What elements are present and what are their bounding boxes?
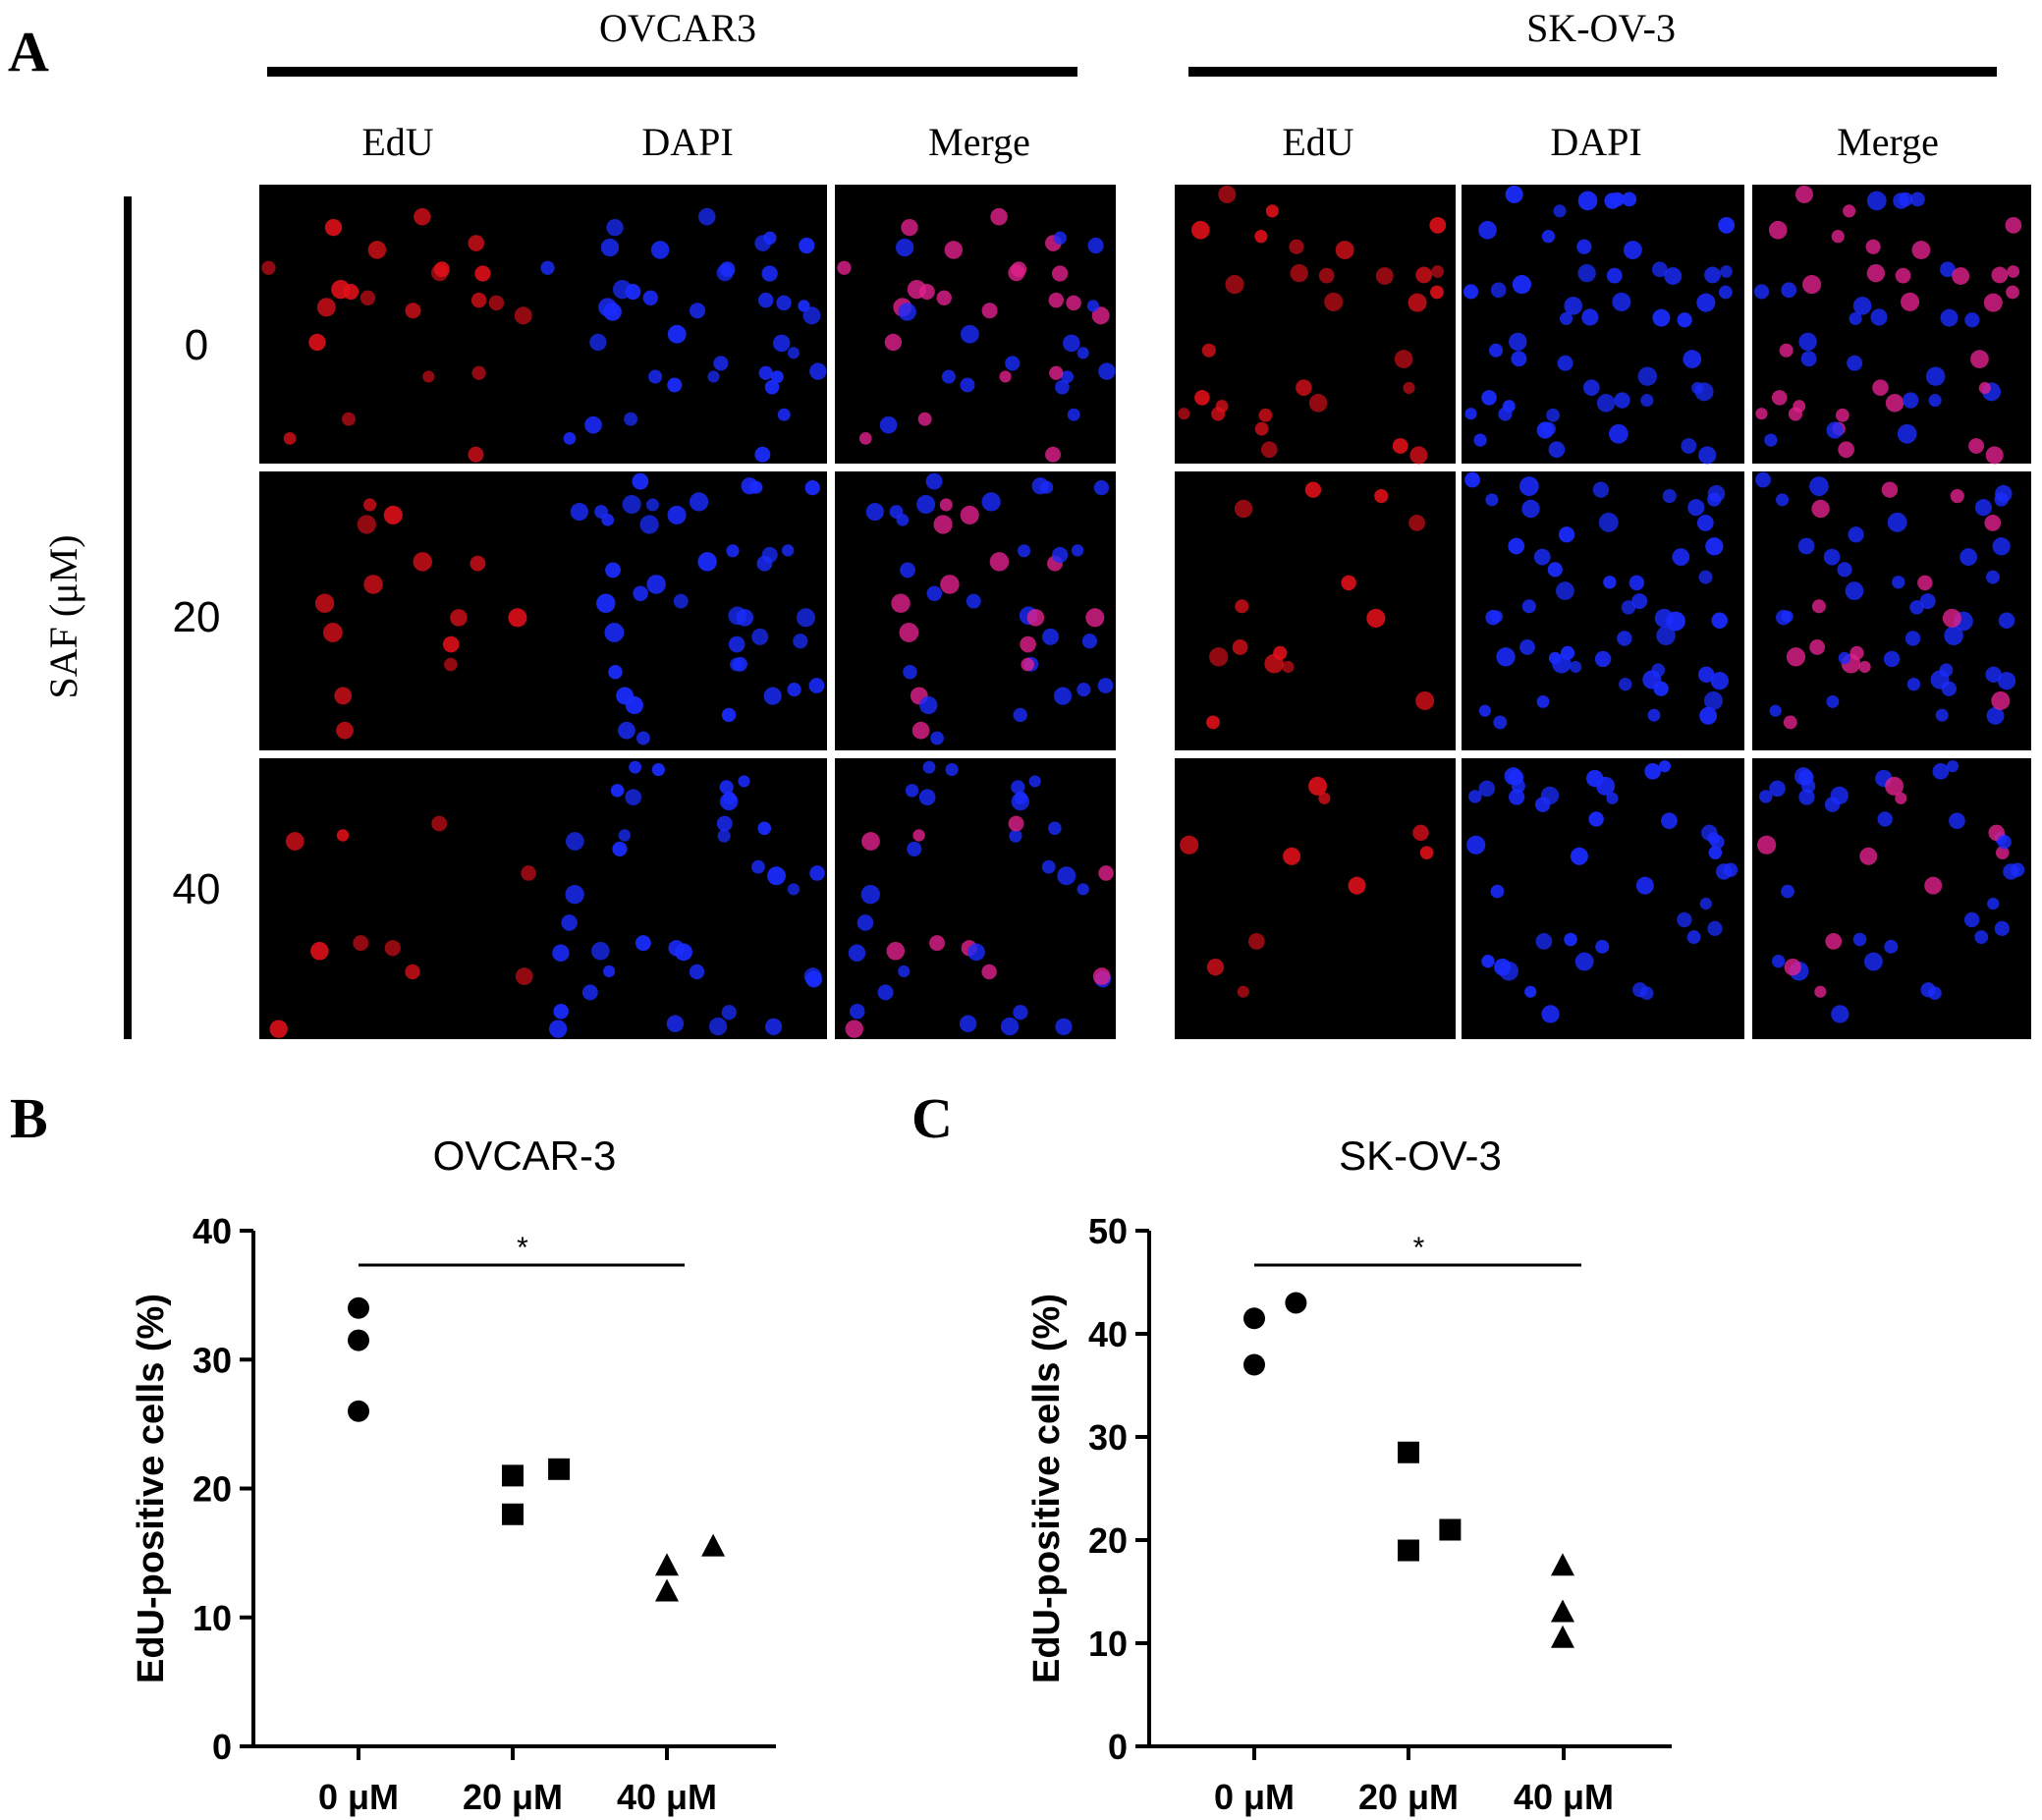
data-point-triangle	[1551, 1553, 1574, 1576]
x-tick-label: 40 μM	[617, 1777, 717, 1817]
y-tick-label: 0	[1108, 1727, 1128, 1767]
significance-label: *	[517, 1232, 528, 1264]
dose-label-0: 0	[185, 321, 208, 369]
data-point-circle	[348, 1400, 369, 1422]
data-point-circle	[1243, 1307, 1265, 1330]
y-tick-label: 40	[193, 1211, 232, 1251]
y-tick-label: 30	[1088, 1417, 1128, 1458]
dose-label-40: 40	[173, 865, 221, 913]
micrograph-ovcar3-merge-20	[835, 471, 1116, 750]
x-tick-label: 20 μM	[1358, 1777, 1459, 1817]
data-point-square	[502, 1503, 524, 1525]
channel-label-ovcar3-merge: Merge	[928, 120, 1030, 164]
data-point-circle	[1285, 1292, 1307, 1314]
x-tick-label: 20 μM	[463, 1777, 563, 1817]
y-tick-label: 30	[193, 1340, 232, 1380]
data-point-square	[502, 1464, 524, 1487]
channel-label-ovcar3-edu: EdU	[361, 120, 433, 164]
micrograph-ovcar3-merge-40	[835, 758, 1116, 1039]
micrograph-ovcar3-dapi-20	[538, 471, 827, 750]
micrograph-grid	[259, 185, 2031, 1039]
y-axis-label: EdU-positive cells (%)	[131, 1294, 172, 1683]
micrograph-ovcar3-edu-20	[259, 471, 538, 750]
data-point-circle	[1243, 1353, 1265, 1376]
panel-letter-a: A	[8, 20, 49, 83]
channel-label-ovcar3-dapi: DAPI	[641, 120, 733, 164]
chart-title: SK-OV-3	[1339, 1132, 1502, 1179]
micrograph-skov3-dapi-0	[1462, 185, 1744, 465]
micrograph-skov3-edu-20	[1175, 471, 1456, 750]
data-point-square	[1439, 1518, 1462, 1541]
panel-letter-c: C	[911, 1086, 953, 1150]
y-tick-label: 40	[1088, 1314, 1128, 1354]
chart-skov3: SK-OV-3 0 10 20 30 40 50 EdU-positive cells (%)…	[1026, 1132, 1672, 1817]
y-tick-label: 0	[212, 1727, 232, 1767]
micrograph-skov3-dapi-20	[1462, 471, 1744, 750]
x-tick-label: 0 μM	[318, 1777, 399, 1817]
data-point-triangle	[1551, 1625, 1574, 1648]
channel-label-skov3-dapi: DAPI	[1550, 120, 1641, 164]
micrograph-skov3-dapi-40	[1462, 758, 1744, 1039]
micrograph-skov3-edu-40	[1175, 758, 1456, 1039]
micrograph-ovcar3-merge-0	[835, 185, 1116, 464]
y-tick-label: 20	[193, 1469, 232, 1510]
panel-letter-b: B	[10, 1086, 48, 1150]
y-tick-label: 20	[1088, 1520, 1128, 1561]
x-tick-label: 0 μM	[1214, 1777, 1295, 1817]
x-tick-label: 40 μM	[1514, 1777, 1614, 1817]
micrograph-ovcar3-dapi-40	[538, 758, 827, 1039]
chart-title: OVCAR-3	[433, 1132, 617, 1179]
data-point-triangle	[1551, 1599, 1574, 1623]
dose-axis-label: SAF (μM)	[41, 534, 85, 698]
significance-label: *	[1413, 1232, 1425, 1264]
channel-label-skov3-merge: Merge	[1837, 120, 1939, 164]
y-axis-label: EdU-positive cells (%)	[1026, 1294, 1068, 1683]
micrograph-ovcar3-dapi-0	[538, 185, 827, 464]
micrograph-ovcar3-edu-0	[259, 185, 538, 464]
y-tick-label: 50	[1088, 1211, 1128, 1251]
data-point-square	[548, 1458, 571, 1480]
cell-line-title-ovcar3: OVCAR3	[599, 6, 756, 50]
micrograph-skov3-merge-0	[1752, 185, 2031, 465]
y-tick-label: 10	[193, 1598, 232, 1638]
data-point-triangle	[655, 1553, 679, 1576]
data-point-circle	[348, 1296, 369, 1319]
channel-label-skov3-edu: EdU	[1282, 120, 1353, 164]
micrograph-ovcar3-edu-40	[259, 758, 538, 1039]
micrograph-skov3-merge-20	[1752, 471, 2031, 750]
data-point-square	[1398, 1539, 1419, 1562]
data-point-triangle	[655, 1578, 679, 1602]
dose-label-20: 20	[173, 593, 221, 641]
micrograph-skov3-edu-0	[1175, 185, 1456, 465]
micrograph-skov3-merge-40	[1752, 758, 2031, 1039]
y-tick-label: 10	[1088, 1624, 1128, 1664]
cell-line-title-skov3: SK-OV-3	[1526, 6, 1676, 50]
data-point-circle	[348, 1329, 369, 1351]
data-point-square	[1398, 1441, 1419, 1463]
chart-ovcar3: OVCAR-3 0 10 20 30 40 EdU-positive cells (%) 0 …	[131, 1132, 776, 1817]
data-point-triangle	[701, 1533, 726, 1557]
